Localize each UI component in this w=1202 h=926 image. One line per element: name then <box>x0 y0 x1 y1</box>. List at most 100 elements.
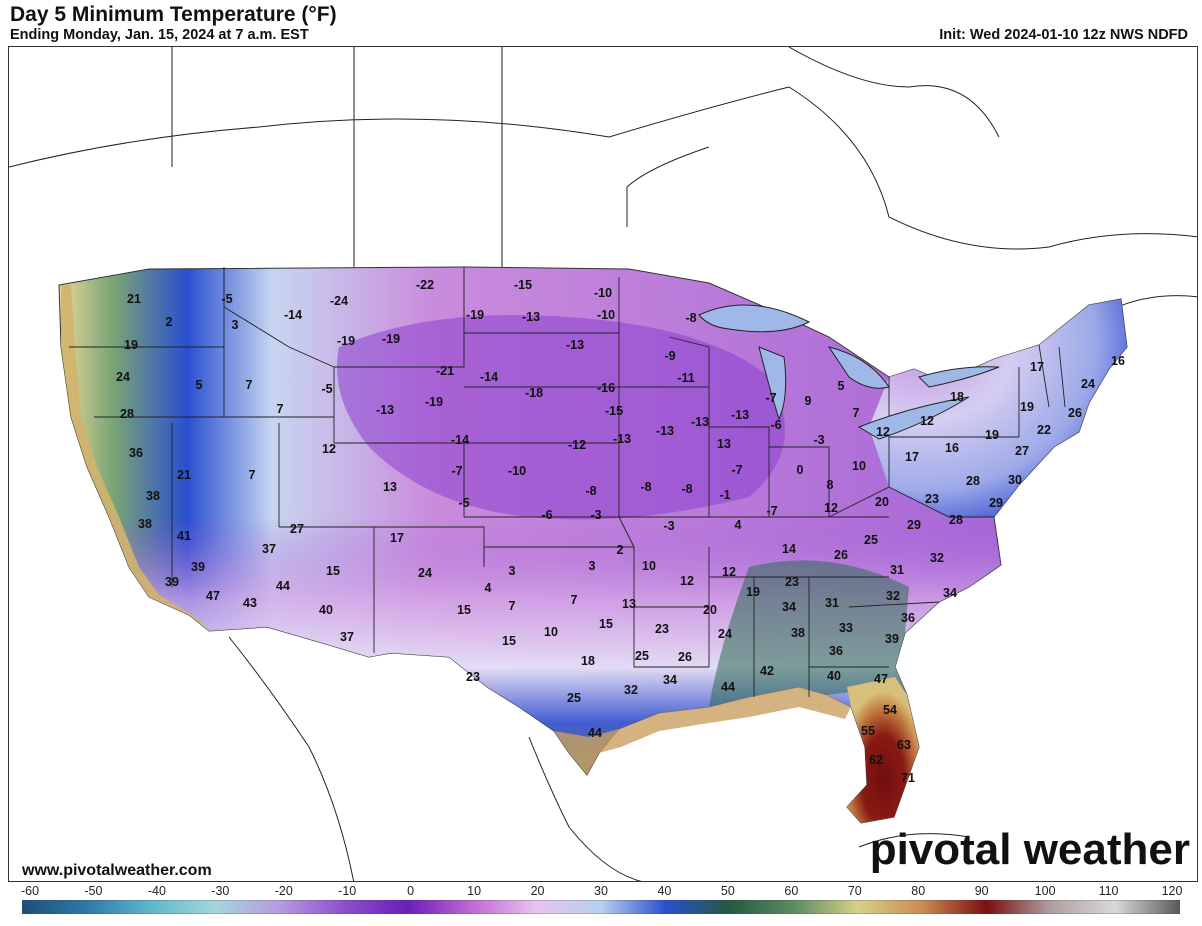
temperature-value: 26 <box>834 547 848 562</box>
temperature-value: 31 <box>890 562 904 577</box>
legend-tick-label: 120 <box>1161 884 1183 898</box>
valid-time: Ending Monday, Jan. 15, 2024 at 7 a.m. E… <box>10 27 309 43</box>
legend-tick-label: 0 <box>407 884 415 898</box>
temperature-value: 3 <box>508 563 516 578</box>
temperature-value: 21 <box>177 467 191 482</box>
temperature-value: 34 <box>782 599 796 614</box>
temperature-value: 12 <box>680 573 694 588</box>
temperature-value: -19 <box>381 331 401 346</box>
temperature-value: -7 <box>766 503 778 518</box>
temperature-value: -5 <box>221 291 233 306</box>
temperature-value: 25 <box>567 690 581 705</box>
temperature-value: 38 <box>146 488 160 503</box>
temperature-value: 30 <box>1008 472 1022 487</box>
temperature-value: 12 <box>824 500 838 515</box>
temperature-value: 31 <box>825 595 839 610</box>
temperature-value: 25 <box>635 648 649 663</box>
legend-tick-label: -60 <box>20 884 40 898</box>
temperature-value: -8 <box>681 481 693 496</box>
legend-tick-label: -10 <box>338 884 357 898</box>
temperature-value: 36 <box>901 610 915 625</box>
temperature-value: 34 <box>943 585 957 600</box>
temperature-value: -9 <box>664 348 676 363</box>
temperature-value: -13 <box>612 431 632 446</box>
temperature-value: 44 <box>276 578 290 593</box>
temperature-value: -5 <box>458 495 470 510</box>
temperature-value: -13 <box>521 309 541 324</box>
temperature-value: -16 <box>596 380 616 395</box>
temperature-value: 25 <box>864 532 878 547</box>
temperature-value: 15 <box>457 602 471 617</box>
legend-tick-label: 70 <box>847 884 862 898</box>
temperature-value: -19 <box>465 307 485 322</box>
temperature-value: 28 <box>120 406 134 421</box>
temperature-value: 18 <box>581 653 595 668</box>
temperature-value: -3 <box>663 518 675 533</box>
legend-color-bar <box>22 900 1180 914</box>
temperature-value: 32 <box>930 550 944 565</box>
temperature-value: 44 <box>588 725 602 740</box>
temperature-value: 19 <box>985 427 999 442</box>
temperature-value: 15 <box>599 616 613 631</box>
temperature-value: 37 <box>262 541 276 556</box>
temperature-value: -18 <box>524 385 544 400</box>
temperature-value: 39 <box>885 631 899 646</box>
legend-tick-label: 50 <box>720 884 735 898</box>
temperature-value: -6 <box>770 417 782 432</box>
temperature-value: -14 <box>479 369 499 384</box>
legend-tick-label: 100 <box>1034 884 1056 898</box>
temperature-value: 19 <box>746 584 760 599</box>
temperature-value: 28 <box>966 473 980 488</box>
temperature-value: -6 <box>541 507 553 522</box>
temperature-value: 63 <box>897 737 911 752</box>
temperature-value: 18 <box>950 389 964 404</box>
california-coast-band <box>61 285 209 631</box>
temperature-value: 7 <box>276 401 284 416</box>
temperature-value: 33 <box>839 620 853 635</box>
temperature-value: 24 <box>1081 376 1095 391</box>
northeast-region <box>869 299 1127 517</box>
temperature-value: 28 <box>949 512 963 527</box>
temperature-labels: 21 -5 -24 -22 -15 -10 2 3 -14 -19 -13 -10 -8 19 -19 -19… <box>9 47 1197 881</box>
temperature-value: 17 <box>390 530 404 545</box>
legend-bar-rect <box>22 900 1180 914</box>
temperature-value: 27 <box>290 521 304 536</box>
temperature-value: 16 <box>1111 353 1125 368</box>
temperature-value: 47 <box>874 671 888 686</box>
legend-tick-label: 10 <box>467 884 482 898</box>
temperature-value: 15 <box>502 633 516 648</box>
temperature-value: 34 <box>663 672 677 687</box>
legend-tick-label: -40 <box>147 884 166 898</box>
plains-cold-core <box>337 315 785 520</box>
legend-tick-label: 90 <box>974 884 989 898</box>
temperature-value: -7 <box>765 390 777 405</box>
legend-tick-label: 30 <box>594 884 608 898</box>
temperature-value: -10 <box>507 463 527 478</box>
temperature-value: 17 <box>905 449 919 464</box>
temperature-value: -15 <box>513 277 533 292</box>
florida-peninsula <box>847 677 919 823</box>
temperature-value: 44 <box>721 679 735 694</box>
temperature-value: 39 <box>191 559 205 574</box>
website-url[interactable]: www.pivotalweather.com <box>22 862 212 879</box>
temperature-value: 21 <box>127 291 141 306</box>
temperature-value: 23 <box>925 491 939 506</box>
legend-tick-label: 110 <box>1098 884 1119 898</box>
temperature-value: 14 <box>782 541 796 556</box>
temperature-value: 13 <box>622 596 636 611</box>
header: Day 5 Minimum Temperature (°F) Ending Mo… <box>0 0 1202 46</box>
temperature-value: 36 <box>829 643 843 658</box>
temperature-value: 15 <box>326 563 340 578</box>
temperature-value: 13 <box>383 479 397 494</box>
temperature-value: 17 <box>1030 359 1044 374</box>
temperature-value: 55 <box>861 723 875 738</box>
temperature-value: 0 <box>796 462 804 477</box>
temperature-value: 24 <box>718 626 732 641</box>
temperature-value: -3 <box>590 507 602 522</box>
temperature-value: -13 <box>690 414 710 429</box>
temperature-value: 36 <box>129 445 143 460</box>
temperature-value: 10 <box>544 624 558 639</box>
temperature-value: 71 <box>901 770 915 785</box>
temperature-value: 23 <box>785 574 799 589</box>
temperature-value: 3 <box>231 317 239 332</box>
